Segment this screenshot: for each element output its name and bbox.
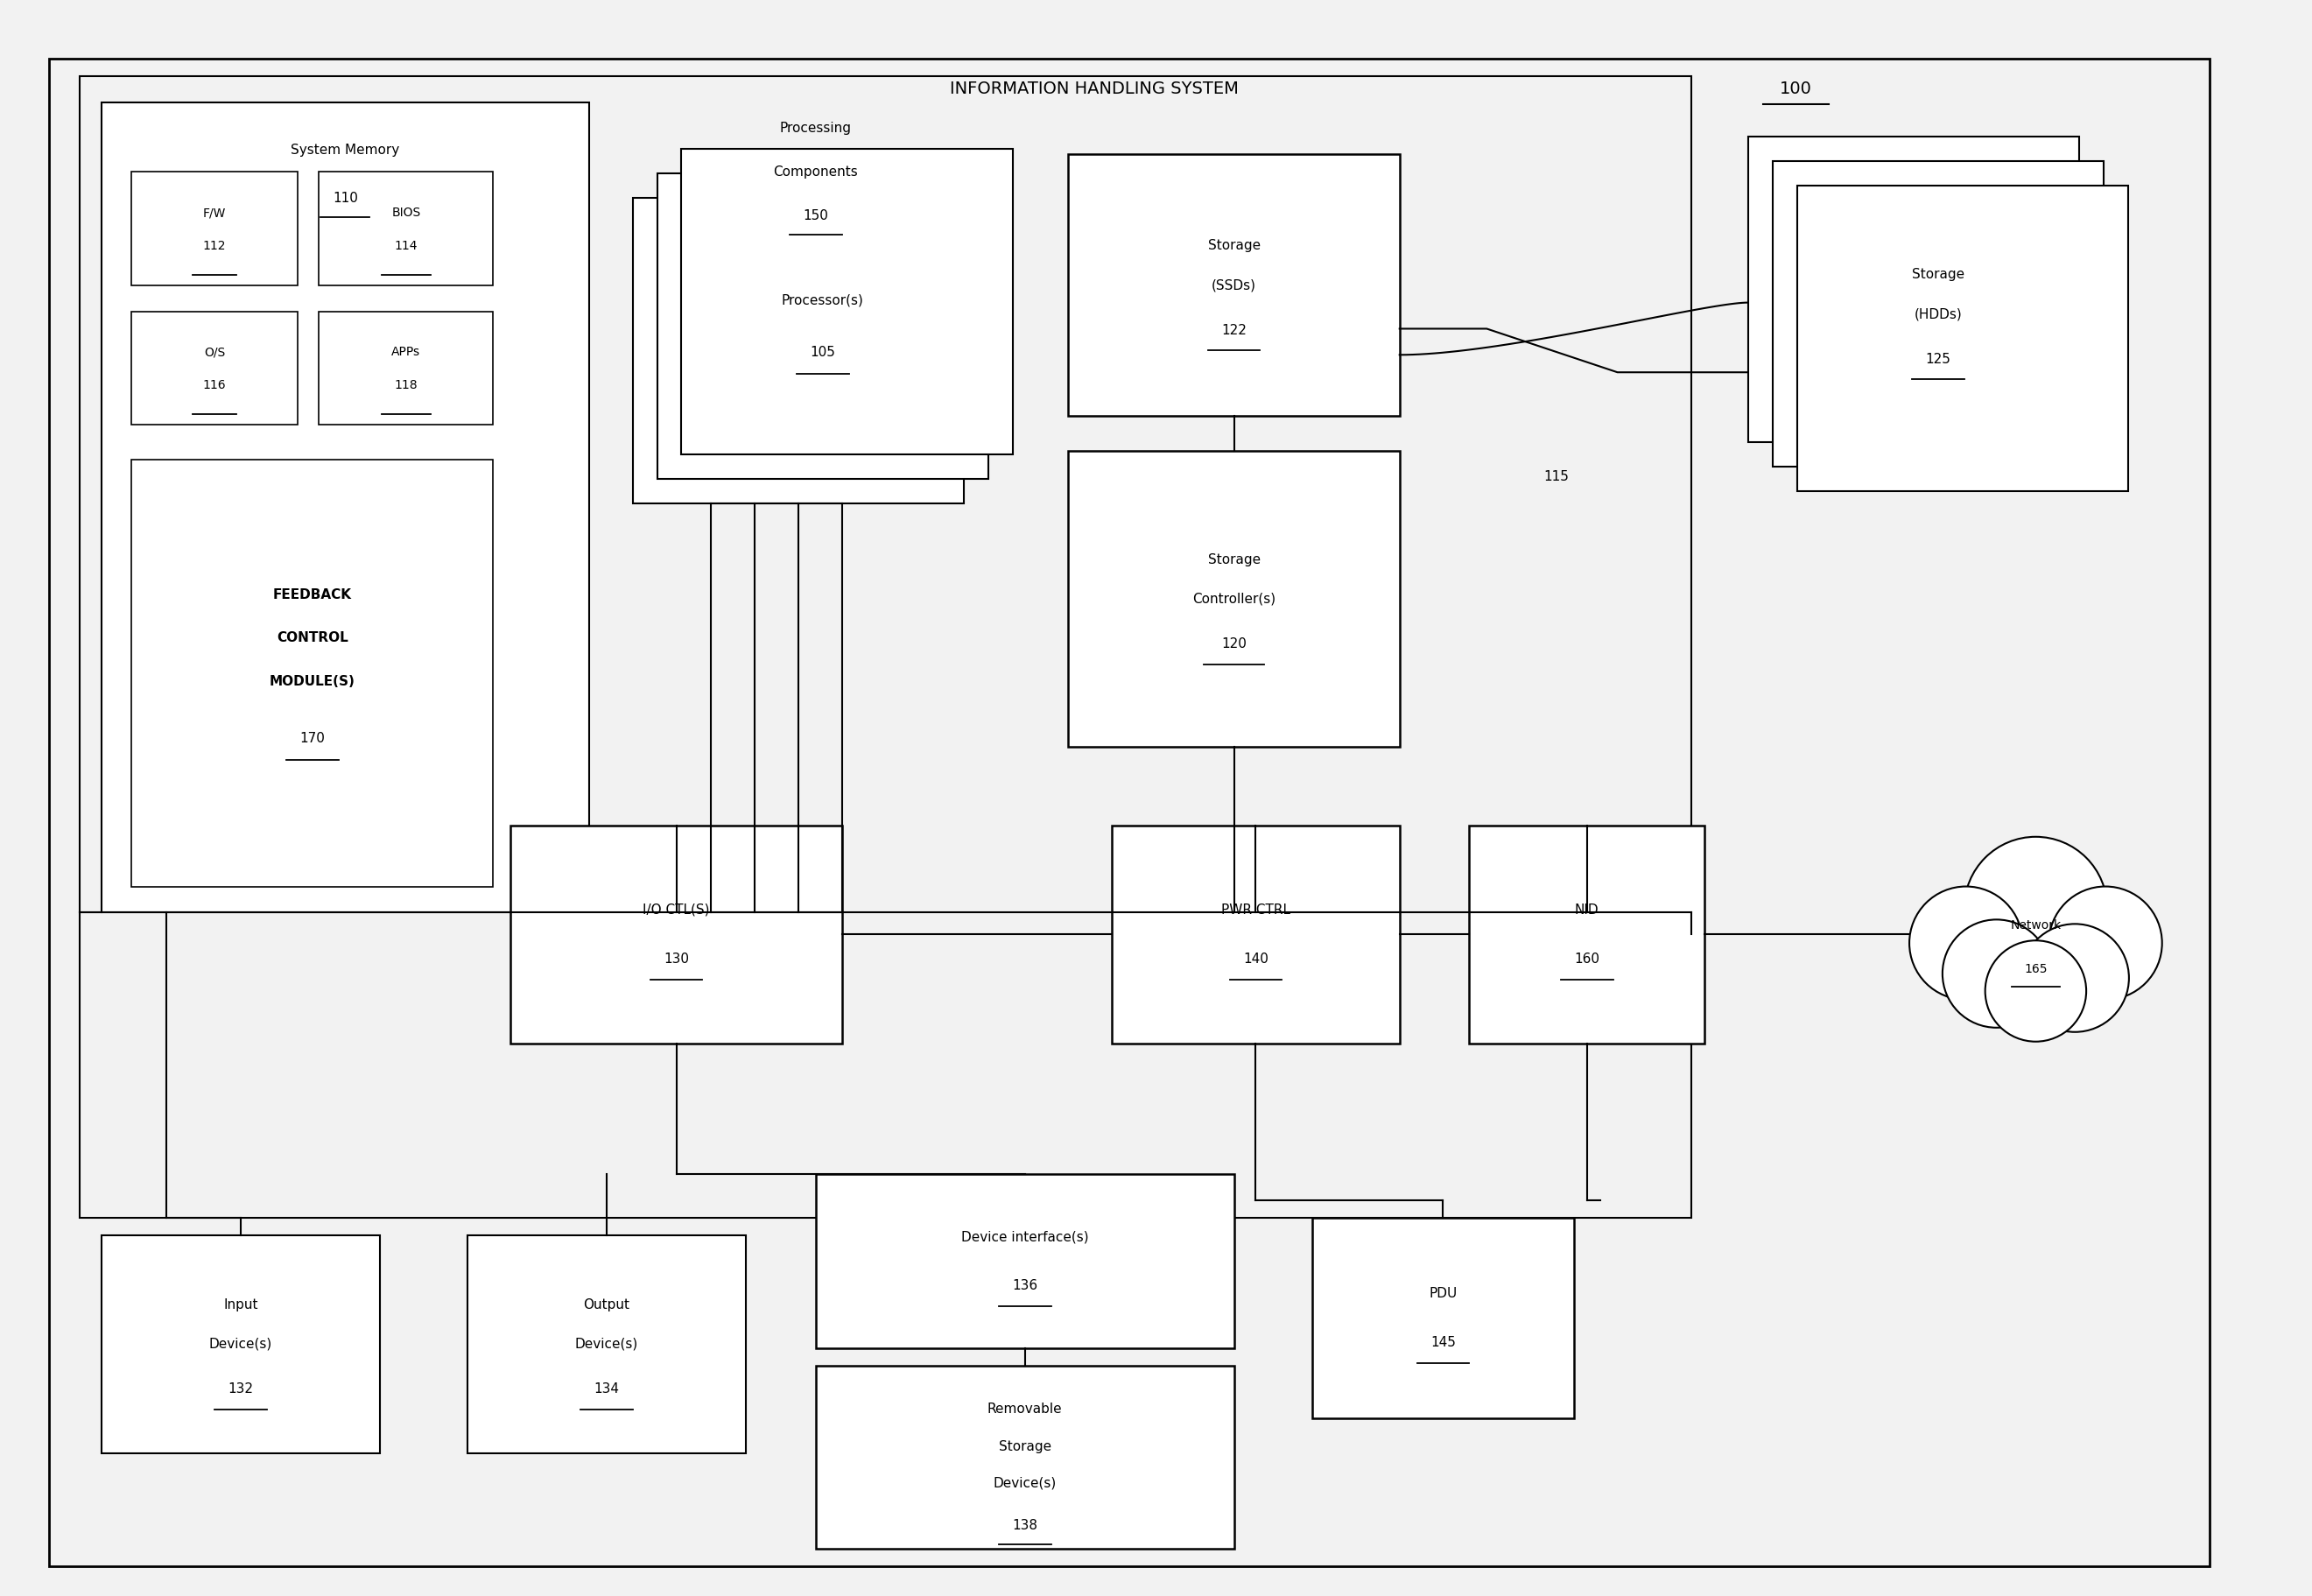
FancyBboxPatch shape: [816, 1175, 1235, 1349]
Text: 132: 132: [229, 1382, 254, 1396]
FancyBboxPatch shape: [319, 172, 492, 286]
FancyBboxPatch shape: [467, 1235, 747, 1452]
Text: 110: 110: [333, 192, 358, 204]
Text: CONTROL: CONTROL: [277, 632, 349, 645]
FancyBboxPatch shape: [633, 198, 964, 503]
FancyBboxPatch shape: [132, 172, 298, 286]
Text: PDU: PDU: [1429, 1286, 1457, 1301]
Text: Removable: Removable: [987, 1403, 1061, 1416]
FancyBboxPatch shape: [1796, 185, 2127, 492]
Text: Input: Input: [224, 1298, 259, 1312]
Text: NID: NID: [1574, 903, 1600, 916]
Text: Storage: Storage: [1207, 239, 1260, 252]
FancyBboxPatch shape: [102, 102, 590, 913]
Text: 114: 114: [395, 239, 418, 252]
FancyBboxPatch shape: [1313, 1218, 1574, 1419]
Text: 105: 105: [809, 346, 835, 359]
Text: 116: 116: [203, 380, 227, 391]
FancyBboxPatch shape: [511, 825, 842, 1044]
FancyBboxPatch shape: [682, 148, 1013, 455]
Text: Processing: Processing: [779, 121, 851, 134]
Text: 145: 145: [1431, 1336, 1457, 1349]
Text: (SSDs): (SSDs): [1211, 279, 1255, 292]
Circle shape: [1942, 919, 2051, 1028]
Text: FEEDBACK: FEEDBACK: [273, 587, 351, 602]
Text: Device interface(s): Device interface(s): [962, 1231, 1089, 1243]
FancyBboxPatch shape: [132, 311, 298, 425]
Text: Processor(s): Processor(s): [781, 294, 865, 306]
Text: INFORMATION HANDLING SYSTEM: INFORMATION HANDLING SYSTEM: [950, 81, 1239, 97]
FancyBboxPatch shape: [1068, 450, 1399, 747]
Text: Device(s): Device(s): [208, 1337, 273, 1350]
FancyBboxPatch shape: [1112, 825, 1399, 1044]
FancyBboxPatch shape: [657, 174, 987, 479]
FancyBboxPatch shape: [1773, 161, 2104, 466]
FancyBboxPatch shape: [816, 1366, 1235, 1548]
Text: F/W: F/W: [203, 206, 227, 219]
Text: 140: 140: [1244, 953, 1269, 966]
Text: 122: 122: [1221, 324, 1246, 337]
Text: Device(s): Device(s): [994, 1476, 1057, 1491]
FancyBboxPatch shape: [79, 77, 1692, 1218]
Text: 134: 134: [594, 1382, 620, 1396]
Circle shape: [1910, 886, 2023, 999]
Text: System Memory: System Memory: [291, 144, 400, 156]
Text: BIOS: BIOS: [391, 206, 421, 219]
Text: 118: 118: [395, 380, 418, 391]
Text: 112: 112: [203, 239, 227, 252]
FancyBboxPatch shape: [1068, 155, 1399, 417]
Text: 130: 130: [664, 953, 689, 966]
Text: I/O CTL(S): I/O CTL(S): [643, 903, 710, 916]
Text: Storage: Storage: [999, 1440, 1052, 1454]
Text: Controller(s): Controller(s): [1193, 592, 1276, 605]
Text: Device(s): Device(s): [576, 1337, 638, 1350]
Text: 150: 150: [802, 209, 828, 222]
Text: Output: Output: [583, 1298, 629, 1312]
Text: Components: Components: [772, 166, 858, 179]
FancyBboxPatch shape: [1470, 825, 1704, 1044]
Circle shape: [2048, 886, 2162, 999]
Text: 165: 165: [2023, 962, 2048, 975]
Text: APPs: APPs: [391, 346, 421, 359]
FancyBboxPatch shape: [49, 59, 2210, 1566]
Text: 100: 100: [1780, 81, 1813, 97]
Text: 125: 125: [1926, 353, 1951, 365]
Text: O/S: O/S: [203, 346, 224, 359]
Text: 160: 160: [1574, 953, 1600, 966]
Circle shape: [1986, 940, 2085, 1042]
Text: (HDDs): (HDDs): [1914, 308, 1963, 321]
Text: 136: 136: [1013, 1278, 1038, 1293]
FancyBboxPatch shape: [102, 1235, 379, 1452]
Text: MODULE(S): MODULE(S): [271, 675, 356, 688]
Text: PWR CTRL: PWR CTRL: [1221, 903, 1290, 916]
Text: Storage: Storage: [1207, 554, 1260, 567]
Circle shape: [2021, 924, 2129, 1033]
Text: 120: 120: [1221, 638, 1246, 651]
FancyBboxPatch shape: [319, 311, 492, 425]
Text: 138: 138: [1013, 1519, 1038, 1532]
FancyBboxPatch shape: [132, 460, 492, 886]
Text: 115: 115: [1544, 471, 1570, 484]
Circle shape: [1965, 836, 2106, 980]
Text: 170: 170: [301, 731, 326, 745]
FancyBboxPatch shape: [1748, 137, 2078, 442]
Text: Storage: Storage: [1912, 268, 1965, 281]
Text: Network: Network: [2009, 919, 2060, 932]
